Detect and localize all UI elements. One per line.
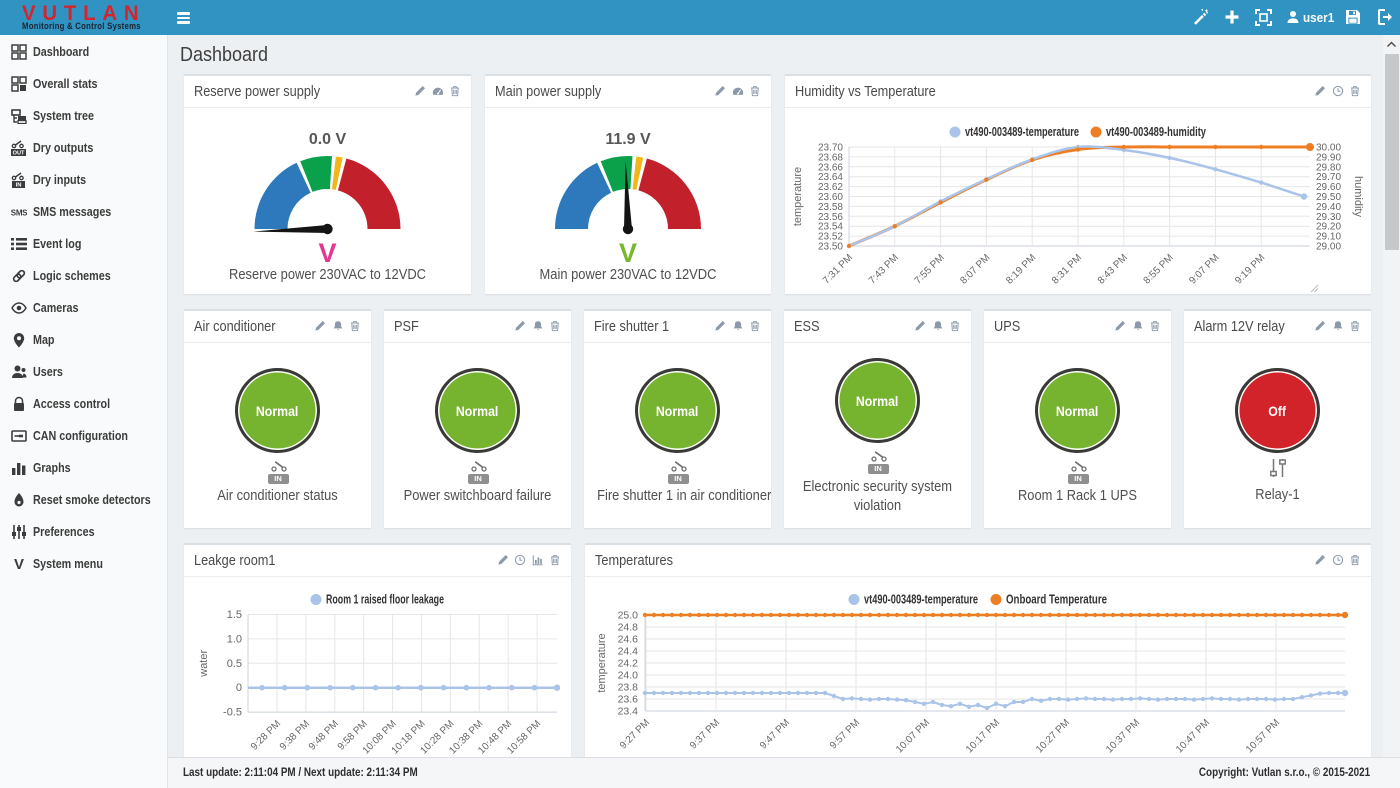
svg-text:29.80: 29.80 [1316, 162, 1341, 173]
svg-text:24.8: 24.8 [618, 622, 639, 634]
svg-text:11.9 V: 11.9 V [605, 131, 651, 148]
svg-text:V: V [318, 238, 336, 268]
svg-text:OUT: OUT [13, 151, 25, 156]
svg-text:23.8: 23.8 [618, 682, 639, 694]
svg-text:29.70: 29.70 [1316, 172, 1341, 183]
svg-text:7:31 PM: 7:31 PM [821, 252, 855, 286]
svg-text:23.66: 23.66 [818, 162, 843, 173]
svg-text:Room 1 raised floor leakage: Room 1 raised floor leakage [326, 593, 444, 607]
svg-text:9:07 PM: 9:07 PM [1187, 252, 1221, 286]
svg-text:vt490-003489-humidity: vt490-003489-humidity [1106, 125, 1206, 139]
svg-text:Onboard Temperature: Onboard Temperature [1006, 593, 1107, 607]
svg-text:23.52: 23.52 [818, 232, 843, 243]
svg-text:29.00: 29.00 [1316, 242, 1341, 253]
svg-text:23.62: 23.62 [818, 182, 843, 193]
svg-text:23.60: 23.60 [818, 192, 843, 203]
svg-text:24.0: 24.0 [618, 670, 639, 682]
svg-text:8:43 PM: 8:43 PM [1096, 252, 1130, 286]
svg-text:10:07 PM: 10:07 PM [894, 717, 932, 755]
svg-text:23.6: 23.6 [618, 694, 639, 706]
svg-text:29.50: 29.50 [1316, 192, 1341, 203]
svg-text:humidity: humidity [1352, 176, 1364, 217]
svg-text:9:47 PM: 9:47 PM [758, 717, 792, 751]
svg-text:9:27 PM: 9:27 PM [618, 717, 652, 751]
svg-text:1.5: 1.5 [227, 609, 242, 621]
svg-text:10:17 PM: 10:17 PM [964, 717, 1002, 755]
svg-text:23.68: 23.68 [818, 152, 843, 163]
svg-text:24.6: 24.6 [618, 634, 639, 646]
svg-text:8:55 PM: 8:55 PM [1142, 252, 1176, 286]
svg-text:25.0: 25.0 [618, 610, 639, 622]
svg-text:10:37 PM: 10:37 PM [1104, 717, 1142, 755]
svg-text:7:43 PM: 7:43 PM [867, 252, 901, 286]
svg-text:23.56: 23.56 [818, 212, 843, 223]
svg-text:temperature: temperature [596, 633, 608, 692]
svg-text:23.70: 23.70 [818, 143, 843, 154]
svg-text:7:55 PM: 7:55 PM [913, 252, 947, 286]
svg-text:IN: IN [16, 183, 22, 188]
svg-text:10:47 PM: 10:47 PM [1174, 717, 1212, 755]
svg-text:8:31 PM: 8:31 PM [1050, 252, 1084, 286]
svg-text:29.10: 29.10 [1316, 232, 1341, 243]
svg-text:9:19 PM: 9:19 PM [1233, 252, 1267, 286]
svg-text:29.40: 29.40 [1316, 202, 1341, 213]
svg-text:-0.5: -0.5 [223, 707, 242, 719]
svg-text:23.64: 23.64 [818, 172, 843, 183]
svg-text:9:37 PM: 9:37 PM [688, 717, 722, 751]
svg-text:0.0 V: 0.0 V [309, 131, 347, 148]
svg-text:23.54: 23.54 [818, 222, 843, 233]
svg-text:24.4: 24.4 [618, 646, 639, 658]
svg-text:1.0: 1.0 [227, 633, 242, 645]
svg-text:10:27 PM: 10:27 PM [1034, 717, 1072, 755]
svg-text:23.50: 23.50 [818, 242, 843, 253]
svg-text:30.00: 30.00 [1316, 143, 1341, 154]
svg-text:29.20: 29.20 [1316, 222, 1341, 233]
svg-text:29.90: 29.90 [1316, 152, 1341, 163]
svg-text:SMS: SMS [11, 209, 27, 218]
svg-text:8:19 PM: 8:19 PM [1004, 252, 1038, 286]
svg-text:8:07 PM: 8:07 PM [958, 252, 992, 286]
svg-text:9:57 PM: 9:57 PM [828, 717, 862, 751]
svg-text:0.5: 0.5 [227, 658, 242, 670]
svg-text:V: V [14, 556, 24, 572]
svg-text:0: 0 [236, 682, 242, 694]
svg-text:water: water [198, 650, 210, 678]
svg-text:10:57 PM: 10:57 PM [1244, 717, 1282, 755]
svg-text:vt490-003489-temperature: vt490-003489-temperature [965, 125, 1079, 139]
svg-text:29.30: 29.30 [1316, 212, 1341, 223]
svg-text:9:48 PM: 9:48 PM [307, 718, 341, 752]
svg-text:24.2: 24.2 [618, 658, 639, 670]
svg-text:temperature: temperature [792, 167, 804, 226]
svg-text:23.4: 23.4 [618, 706, 639, 718]
svg-text:29.60: 29.60 [1316, 182, 1341, 193]
svg-text:9:28 PM: 9:28 PM [249, 718, 283, 752]
svg-text:V: V [619, 238, 637, 268]
svg-text:vt490-003489-temperature: vt490-003489-temperature [864, 593, 978, 607]
svg-text:23.58: 23.58 [818, 202, 843, 213]
svg-text:9:38 PM: 9:38 PM [278, 718, 312, 752]
